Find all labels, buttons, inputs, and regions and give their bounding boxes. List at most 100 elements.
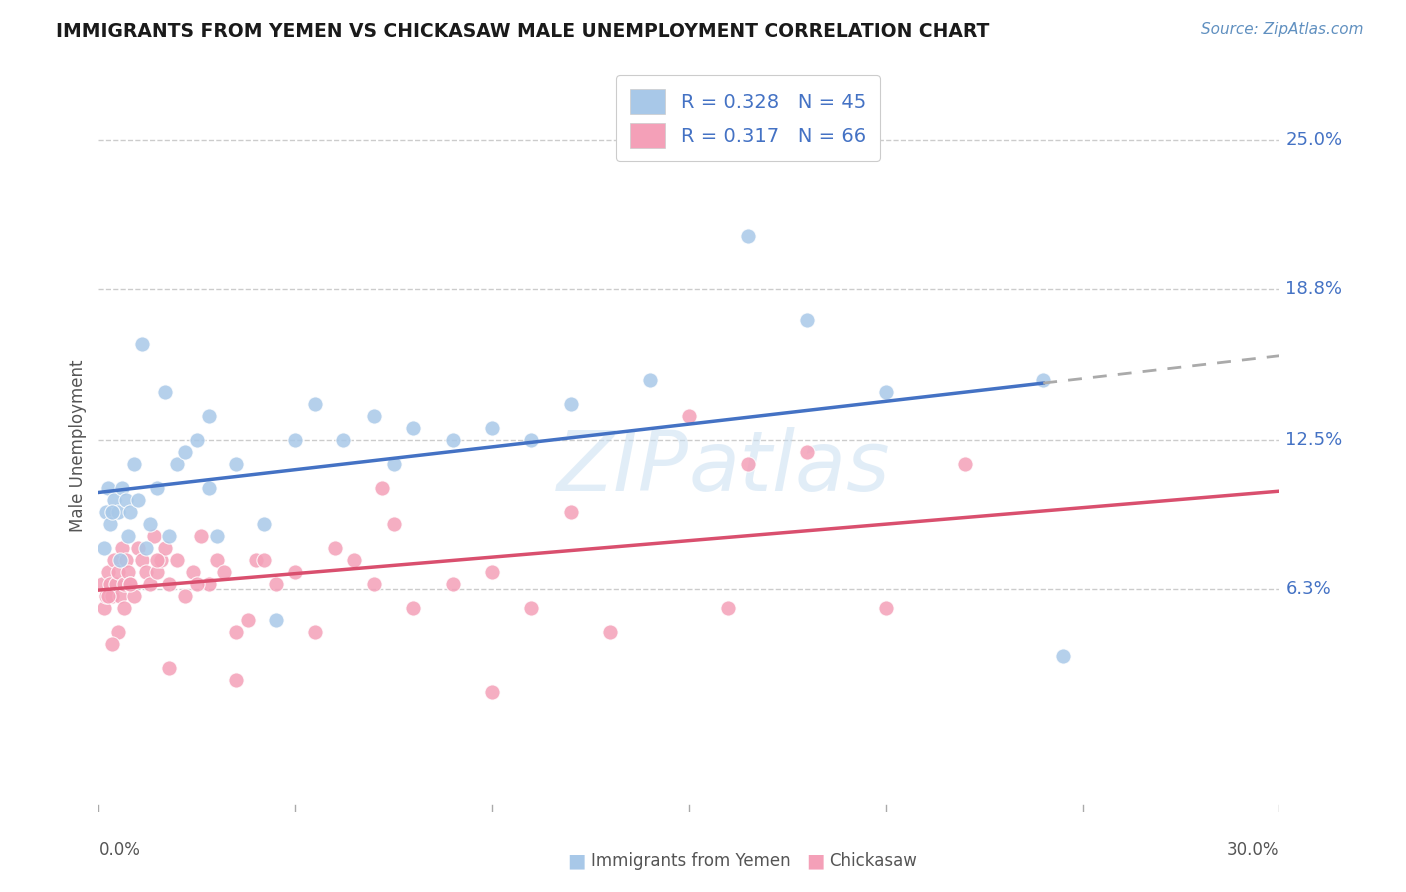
Point bbox=[343, 553, 366, 567]
Point bbox=[214, 565, 236, 579]
Point bbox=[135, 541, 157, 555]
Point bbox=[142, 529, 165, 543]
Y-axis label: Male Unemployment: Male Unemployment bbox=[69, 359, 87, 533]
Point bbox=[678, 409, 700, 423]
Point bbox=[103, 492, 125, 507]
Point bbox=[875, 385, 897, 400]
Point bbox=[304, 624, 326, 639]
Point bbox=[363, 409, 385, 423]
Point bbox=[112, 600, 135, 615]
Point bbox=[236, 613, 259, 627]
Text: IMMIGRANTS FROM YEMEN VS CHICKASAW MALE UNEMPLOYMENT CORRELATION CHART: IMMIGRANTS FROM YEMEN VS CHICKASAW MALE … bbox=[56, 22, 990, 41]
Point bbox=[155, 541, 177, 555]
Point bbox=[737, 457, 759, 471]
Point bbox=[225, 457, 247, 471]
Point bbox=[190, 529, 212, 543]
Point bbox=[112, 577, 135, 591]
Point bbox=[115, 553, 138, 567]
Text: 12.5%: 12.5% bbox=[1285, 431, 1343, 449]
Point bbox=[135, 565, 157, 579]
Point bbox=[146, 481, 169, 495]
Point bbox=[323, 541, 346, 555]
Point bbox=[166, 457, 188, 471]
Point bbox=[93, 600, 115, 615]
Point bbox=[138, 577, 160, 591]
Point bbox=[157, 661, 180, 675]
Text: atlas: atlas bbox=[689, 427, 890, 508]
Point bbox=[166, 553, 188, 567]
Point bbox=[245, 553, 267, 567]
Point bbox=[93, 541, 115, 555]
Point bbox=[155, 385, 177, 400]
Point bbox=[197, 577, 219, 591]
Point bbox=[304, 397, 326, 411]
Text: Immigrants from Yemen: Immigrants from Yemen bbox=[591, 852, 790, 870]
Point bbox=[118, 577, 141, 591]
Point bbox=[402, 600, 425, 615]
Point bbox=[186, 433, 208, 447]
Text: ■: ■ bbox=[567, 851, 586, 871]
Point bbox=[1032, 373, 1054, 387]
Point bbox=[127, 492, 149, 507]
Point bbox=[225, 624, 247, 639]
Point bbox=[150, 553, 173, 567]
Point bbox=[97, 565, 120, 579]
Point bbox=[599, 624, 621, 639]
Point bbox=[108, 553, 131, 567]
Point bbox=[101, 637, 124, 651]
Point bbox=[264, 613, 287, 627]
Point bbox=[402, 421, 425, 435]
Point bbox=[520, 600, 543, 615]
Point bbox=[96, 505, 118, 519]
Point bbox=[284, 433, 307, 447]
Text: 18.8%: 18.8% bbox=[1285, 280, 1343, 298]
Point bbox=[520, 433, 543, 447]
Point bbox=[118, 505, 141, 519]
Point bbox=[796, 313, 818, 327]
Point bbox=[737, 229, 759, 244]
Point bbox=[96, 589, 118, 603]
Text: Chickasaw: Chickasaw bbox=[830, 852, 917, 870]
Point bbox=[122, 589, 145, 603]
Point bbox=[101, 589, 124, 603]
Text: 25.0%: 25.0% bbox=[1285, 131, 1343, 149]
Point bbox=[174, 589, 197, 603]
Point bbox=[118, 577, 141, 591]
Point bbox=[205, 529, 228, 543]
Point bbox=[115, 492, 138, 507]
Point bbox=[363, 577, 385, 591]
Point bbox=[441, 433, 464, 447]
Point bbox=[481, 685, 503, 699]
Point bbox=[560, 505, 582, 519]
Point bbox=[441, 577, 464, 591]
Point bbox=[253, 553, 276, 567]
Point bbox=[101, 505, 124, 519]
Point bbox=[382, 516, 405, 531]
Legend: R = 0.328   N = 45, R = 0.317   N = 66: R = 0.328 N = 45, R = 0.317 N = 66 bbox=[616, 75, 880, 161]
Point bbox=[264, 577, 287, 591]
Point bbox=[98, 516, 121, 531]
Point bbox=[91, 577, 114, 591]
Point bbox=[953, 457, 976, 471]
Point bbox=[111, 481, 134, 495]
Point bbox=[197, 409, 219, 423]
Text: ZIP: ZIP bbox=[557, 427, 689, 508]
Point bbox=[186, 577, 208, 591]
Point bbox=[146, 553, 169, 567]
Text: 6.3%: 6.3% bbox=[1285, 580, 1331, 598]
Point bbox=[117, 529, 139, 543]
Point bbox=[638, 373, 661, 387]
Point bbox=[97, 589, 120, 603]
Point bbox=[157, 529, 180, 543]
Point bbox=[174, 445, 197, 459]
Text: ■: ■ bbox=[806, 851, 825, 871]
Point bbox=[117, 565, 139, 579]
Point bbox=[127, 541, 149, 555]
Point bbox=[225, 673, 247, 687]
Point bbox=[103, 553, 125, 567]
Text: Source: ZipAtlas.com: Source: ZipAtlas.com bbox=[1201, 22, 1364, 37]
Point bbox=[560, 397, 582, 411]
Point bbox=[157, 577, 180, 591]
Point bbox=[146, 565, 169, 579]
Point bbox=[108, 589, 131, 603]
